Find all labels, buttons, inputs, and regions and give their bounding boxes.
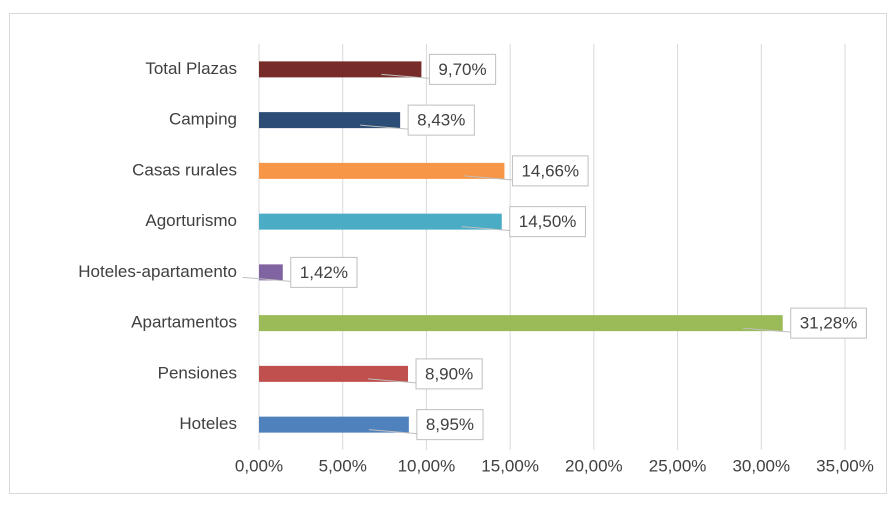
y-tick-label: Hoteles: [179, 414, 237, 433]
x-tick-label: 30,00%: [732, 456, 790, 475]
label-box: [428, 53, 497, 85]
x-tick-label: 10,00%: [398, 456, 456, 475]
y-tick-label: Camping: [169, 110, 237, 129]
leader-line: [461, 226, 510, 232]
label-box: [790, 307, 867, 339]
data-label: 1,42%: [300, 263, 348, 282]
data-label: 8,95%: [426, 415, 474, 434]
bar: [259, 264, 283, 281]
leader-line: [742, 327, 791, 333]
data-label: 9,70%: [438, 60, 486, 79]
label-box: [290, 256, 358, 288]
leader-line: [368, 429, 417, 435]
bar: [259, 315, 783, 332]
bar: [259, 61, 422, 78]
bar: [259, 112, 401, 129]
data-label: 14,50%: [519, 212, 577, 231]
leader-line: [360, 124, 409, 130]
bar: [259, 365, 409, 382]
label-box: [511, 155, 589, 187]
data-label: 14,66%: [521, 161, 579, 180]
x-tick-label: 20,00%: [565, 456, 623, 475]
bar: [259, 162, 505, 179]
leader-line: [381, 73, 430, 79]
label-box: [416, 409, 484, 441]
x-tick-label: 35,00%: [816, 456, 874, 475]
y-tick-label: Agorturismo: [145, 211, 237, 230]
leader-line: [464, 175, 513, 181]
bar: [259, 213, 502, 230]
y-tick-label: Pensiones: [158, 363, 237, 382]
label-box: [407, 104, 475, 136]
bar: [259, 416, 409, 433]
x-tick-label: 0,00%: [235, 456, 283, 475]
y-tick-label: Total Plazas: [145, 59, 237, 78]
y-tick-label: Apartamentos: [131, 313, 237, 332]
leader-line: [242, 276, 291, 282]
data-label: 8,43%: [417, 111, 465, 130]
x-tick-label: 5,00%: [319, 456, 367, 475]
leader-line: [367, 378, 417, 384]
x-tick-label: 25,00%: [649, 456, 707, 475]
y-tick-label: Hoteles-apartamento: [78, 262, 237, 281]
y-tick-label: Casas rurales: [132, 160, 237, 179]
label-box: [509, 206, 586, 238]
data-label: 31,28%: [800, 314, 858, 333]
x-tick-label: 15,00%: [481, 456, 539, 475]
data-label: 8,90%: [425, 364, 473, 383]
label-box: [415, 358, 483, 390]
